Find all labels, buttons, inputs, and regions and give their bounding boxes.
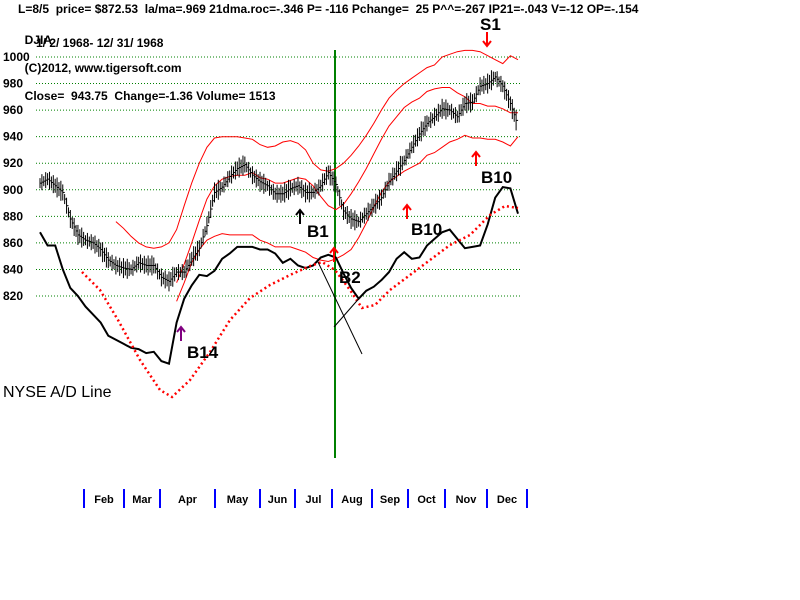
- trend-lines: [317, 261, 363, 355]
- month-label-aug: Aug: [341, 494, 362, 506]
- month-label-oct: Oct: [417, 494, 436, 506]
- signal-label-s1: S1: [480, 15, 501, 34]
- signal-label-b1: B1: [307, 222, 329, 241]
- y-tick-label: 840: [3, 262, 23, 276]
- band-lower-band: [176, 134, 519, 302]
- y-tick-label: 980: [3, 77, 23, 91]
- signal-label-b14: B14: [187, 343, 219, 362]
- y-tick-label: 900: [3, 183, 23, 197]
- header-line2: DJIA (C)2012, www.tigersoft.com Close= 9…: [18, 19, 276, 103]
- month-label-dec: Dec: [497, 494, 517, 506]
- b14-arrow-head: [176, 325, 186, 333]
- month-axis: Feb Mar Apr May Jun Jul Aug Sep Oct Nov Dec: [83, 489, 528, 508]
- trendline-b: [333, 294, 363, 328]
- bands: [115, 49, 519, 302]
- y-tick-label: 860: [3, 236, 23, 250]
- ad-moving-average: [81, 204, 519, 399]
- y-axis-ticks: 820 840 860 880 900 920 940 960 980 1000: [3, 50, 30, 303]
- y-tick-label: 880: [3, 209, 23, 223]
- y-tick-label: 1000: [3, 50, 30, 64]
- month-label-mar: Mar: [132, 494, 152, 506]
- y-tick-label: 920: [3, 156, 23, 170]
- signal-arrows: [176, 32, 492, 341]
- month-label-feb: Feb: [94, 494, 114, 506]
- ad-line-layer: [39, 186, 519, 399]
- y-tick-label: 940: [3, 130, 23, 144]
- ad-line: [39, 186, 519, 366]
- y-tick-label: 820: [3, 289, 23, 303]
- signal-labels: B14 B1 B2 B10 B10 S1 NYSE A/D Line: [3, 15, 512, 401]
- b1-arrow-head: [295, 208, 305, 216]
- trendline-a: [317, 261, 363, 355]
- band-upper-band: [115, 49, 519, 249]
- signal-label-b10: B10: [411, 220, 442, 239]
- month-label-jul: Jul: [306, 494, 322, 506]
- y-tick-label: 960: [3, 103, 23, 117]
- month-label-nov: Nov: [456, 494, 478, 506]
- close-change-volume: Close= 943.75 Change=-1.36 Volume= 1513: [24, 89, 276, 103]
- signal-label-b10: B10: [481, 168, 512, 187]
- s1-arrow-head: [482, 40, 492, 48]
- month-label-sep: Sep: [380, 494, 400, 506]
- header-line1: L=8/5 price= $872.53 la/ma=.969 21dma.ro…: [18, 2, 639, 16]
- b2-arrow-head: [329, 246, 339, 254]
- signal-label-b2: B2: [339, 268, 361, 287]
- month-label-may: May: [227, 494, 249, 506]
- b10-arrow-1-head: [402, 203, 412, 211]
- copyright-label: (C)2012, www.tigersoft.com: [24, 61, 182, 75]
- b10-arrow-2-head: [471, 150, 481, 158]
- date-range: 1/ 2/ 1968- 12/ 31/ 1968: [36, 36, 164, 50]
- month-label-jun: Jun: [268, 494, 288, 506]
- symbol-label: DJIA: [24, 33, 53, 47]
- ad-line-label: NYSE A/D Line: [3, 384, 112, 401]
- price-bars: [39, 70, 519, 292]
- month-label-apr: Apr: [178, 494, 198, 506]
